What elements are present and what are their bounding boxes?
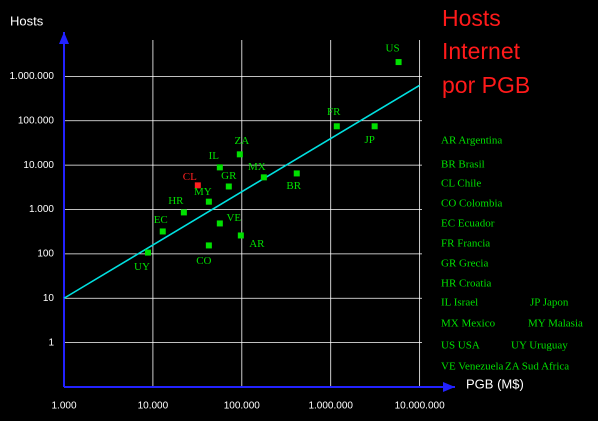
data-point (371, 123, 378, 130)
point-label: HR (168, 195, 184, 207)
legend-entry: IL Israel (441, 297, 478, 309)
point-label: BR (286, 180, 301, 192)
point-label: CL (183, 171, 197, 183)
y-tick-label: 10 (43, 293, 55, 304)
point-label: ZA (234, 135, 249, 147)
point-label: AR (249, 238, 265, 250)
data-point (333, 123, 340, 130)
x-tick-label: 100.000 (224, 401, 261, 412)
legend-entry: MX Mexico (441, 318, 496, 330)
trend-line (63, 84, 421, 299)
data-point (216, 164, 223, 171)
data-point (159, 228, 166, 235)
chart-title: Internet (442, 38, 521, 64)
legend-entry: JP Japon (530, 297, 569, 309)
y-axis-arrow (59, 32, 69, 44)
point-label: VE (226, 212, 241, 224)
y-tick-label: 100 (37, 249, 54, 260)
legend-entry: HR Croatia (441, 278, 492, 290)
data-point (237, 232, 244, 239)
y-tick-label: 1.000 (29, 204, 54, 215)
point-label: GR (221, 170, 237, 182)
data-point (144, 249, 151, 256)
y-tick-label: 10.000 (23, 160, 54, 171)
chart-title: por PGB (442, 72, 530, 98)
legend-entry: VE Venezuela (441, 361, 504, 373)
y-axis-label: Hosts (10, 13, 44, 28)
legend-entry: CO Colombia (441, 198, 503, 210)
data-point (260, 174, 267, 181)
legend-entry: AR Argentina (441, 135, 502, 147)
data-point (216, 220, 223, 227)
y-tick-label: 1 (48, 337, 54, 348)
x-tick-label: 10.000 (138, 401, 169, 412)
legend-entry: US USA (441, 340, 480, 352)
point-label: EC (154, 214, 168, 226)
legend-entry: FR Francia (441, 238, 490, 250)
x-tick-label: 1.000.000 (308, 401, 353, 412)
x-tick-label: 10.000.000 (395, 401, 445, 412)
x-axis-label: PGB (M$) (466, 376, 524, 391)
legend-entry: GR Grecia (441, 258, 488, 270)
y-tick-label: 100.000 (18, 115, 55, 126)
point-label: US (386, 43, 400, 55)
y-tick-label: 1.000.000 (10, 71, 55, 82)
legend-entry: MY Malasia (528, 318, 583, 330)
point-label: CO (196, 255, 211, 267)
point-label: JP (364, 134, 374, 146)
chart-title: Hosts (442, 5, 501, 31)
data-point (395, 59, 402, 66)
data-point (205, 198, 212, 205)
x-axis-arrow (443, 382, 455, 392)
data-point (205, 242, 212, 249)
data-point (194, 182, 201, 189)
data-point (293, 170, 300, 177)
data-point (225, 183, 232, 190)
point-label: IL (209, 150, 220, 162)
data-point (180, 209, 187, 216)
x-tick-label: 1.000 (51, 401, 76, 412)
point-label: MX (248, 161, 266, 173)
legend-entry: EC Ecuador (441, 218, 495, 230)
legend-entry: ZA Sud Africa (505, 361, 569, 373)
legend-entry: BR Brasil (441, 159, 485, 171)
point-label: FR (327, 106, 341, 118)
point-label: MY (194, 186, 212, 198)
legend-entry: UY Uruguay (511, 340, 568, 352)
data-point (236, 151, 243, 158)
legend-entry: CL Chile (441, 178, 481, 190)
point-label: UY (134, 261, 150, 273)
